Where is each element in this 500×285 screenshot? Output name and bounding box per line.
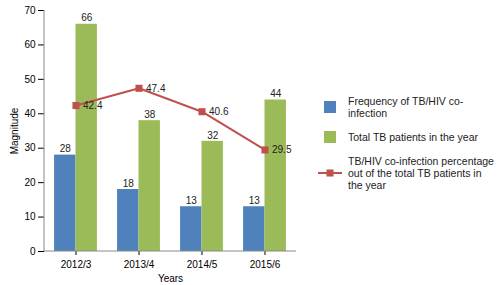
svg-text:18: 18 (123, 178, 135, 189)
svg-text:30: 30 (24, 142, 36, 153)
svg-text:60: 60 (24, 39, 36, 50)
svg-text:0: 0 (30, 246, 36, 257)
svg-text:29.5: 29.5 (272, 144, 292, 155)
svg-text:70: 70 (24, 5, 36, 16)
svg-text:47.4: 47.4 (146, 83, 166, 94)
svg-text:2015/6: 2015/6 (250, 259, 281, 270)
svg-text:Magnitude: Magnitude (9, 107, 20, 154)
svg-text:28: 28 (60, 143, 72, 154)
svg-text:10: 10 (24, 211, 36, 222)
svg-text:44: 44 (270, 88, 282, 99)
svg-text:66: 66 (81, 12, 93, 23)
svg-text:20: 20 (24, 177, 36, 188)
svg-text:42.4: 42.4 (83, 100, 103, 111)
html-text:TB/HIV co-infection percentage: TB/HIV co-infection percentage out of th… (348, 154, 494, 191)
svg-text:Years: Years (158, 273, 183, 284)
svg-text:13: 13 (186, 195, 198, 206)
svg-text:40: 40 (24, 108, 36, 119)
svg-text:32: 32 (207, 130, 219, 141)
html-text:Total TB patients in the year: Total TB patients in the year (348, 130, 478, 143)
svg-text:2012/3: 2012/3 (61, 259, 92, 270)
svg-text:13: 13 (249, 195, 261, 206)
svg-text:2014/5: 2014/5 (187, 259, 218, 270)
html-text:Frequency of TB/HIV co-infecti: Frequency of TB/HIV co-infection (348, 94, 464, 119)
svg-text:2013/4: 2013/4 (124, 259, 155, 270)
svg-text:40.6: 40.6 (209, 106, 229, 117)
svg-text:38: 38 (144, 109, 156, 120)
svg-text:50: 50 (24, 74, 36, 85)
